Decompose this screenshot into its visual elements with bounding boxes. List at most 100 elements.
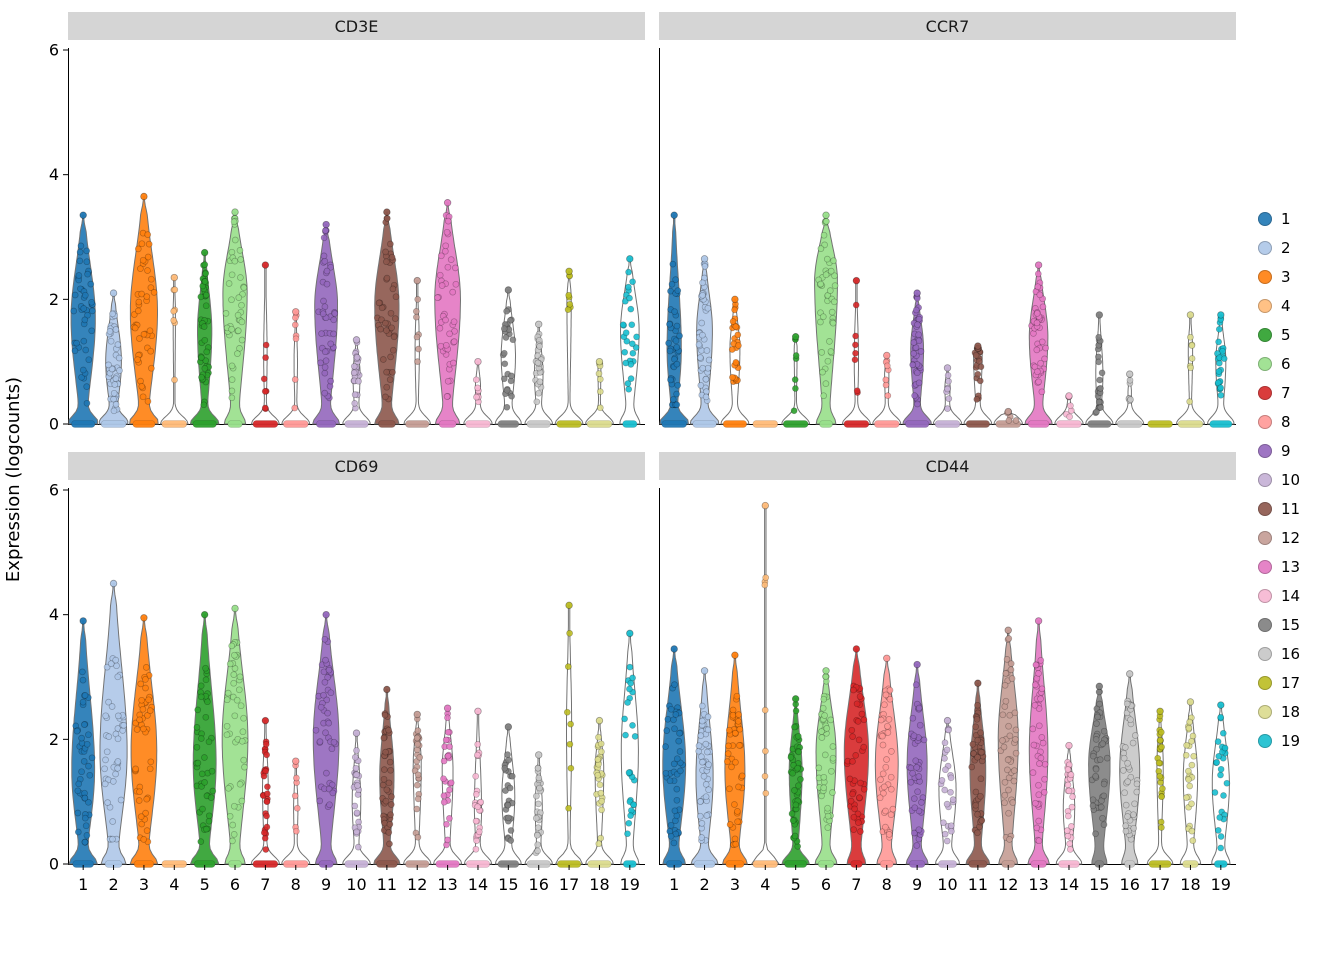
legend-dot-icon: [1258, 734, 1272, 748]
legend-item-7: 7: [1258, 383, 1300, 403]
legend-item-14: 14: [1258, 586, 1300, 606]
x-tick-label-cluster-15: 15: [498, 875, 518, 894]
legend-label: 8: [1281, 413, 1291, 431]
x-tick-label-cluster-10: 10: [346, 875, 366, 894]
legend-dot-icon: [1258, 386, 1272, 400]
x-tick-label-cluster-18: 18: [1180, 875, 1200, 894]
legend-label: 11: [1281, 500, 1301, 518]
panel-strip-cd69: CD69: [68, 452, 645, 480]
zero-bar-cluster-12: [405, 420, 430, 428]
legend-item-1: 1: [1258, 209, 1300, 229]
legend-item-8: 8: [1258, 412, 1300, 432]
zero-bar-cluster-8: [873, 420, 900, 428]
legend-item-18: 18: [1258, 702, 1300, 722]
legend-dot-icon: [1258, 560, 1272, 574]
legend-label: 6: [1281, 355, 1291, 373]
x-tick-label-cluster-8: 8: [882, 875, 892, 894]
x-tick-label-cluster-17: 17: [559, 875, 579, 894]
x-tick-label-cluster-15: 15: [1089, 875, 1109, 894]
x-tick-label-cluster-14: 14: [1059, 875, 1079, 894]
x-tick-label-cluster-10: 10: [937, 875, 957, 894]
x-tick-label-cluster-19: 19: [620, 875, 640, 894]
zero-bar-cluster-3: [722, 420, 748, 428]
legend-dot-icon: [1258, 328, 1272, 342]
zero-bar-cluster-17: [1147, 420, 1173, 428]
x-tick-label-cluster-1: 1: [78, 875, 88, 894]
y-tick-label: 4: [49, 605, 59, 624]
zero-bar-cluster-7: [252, 420, 279, 428]
x-tick-label-cluster-4: 4: [760, 875, 770, 894]
y-tick-label: 0: [49, 855, 59, 874]
legend-label: 17: [1281, 674, 1301, 692]
panel-strip-cd44: CD44: [659, 452, 1236, 480]
legend-dot-icon: [1258, 415, 1272, 429]
violin-cluster-4: [159, 277, 189, 425]
panel-strip-ccr7: CCR7: [659, 12, 1236, 40]
zero-bar-cluster-15: [497, 420, 520, 428]
violin-cluster-4: [750, 505, 780, 865]
zero-bar-cluster-1: [661, 420, 687, 428]
zero-bar-cluster-3: [132, 420, 156, 428]
x-tick-label-cluster-3: 3: [139, 875, 149, 894]
zero-bar-cluster-2: [692, 420, 717, 428]
legend-item-4: 4: [1258, 296, 1300, 316]
legend-label: 9: [1281, 442, 1291, 460]
panel-plot-cd44: 1 2 3 4 5 6 7 8 9 10 11 12 13 14 15 16 17 18 19: [659, 488, 1236, 894]
legend-label: 3: [1281, 268, 1291, 286]
legend-label: 7: [1281, 384, 1291, 402]
zero-bar-cluster-6: [227, 420, 243, 428]
legend-label: 18: [1281, 703, 1301, 721]
zero-bar-cluster-13: [1027, 420, 1050, 428]
legend-item-2: 2: [1258, 238, 1300, 258]
y-tick-label: 2: [49, 290, 59, 309]
zero-bar-cluster-11: [965, 420, 990, 428]
panel-title-cd3e: CD3E: [334, 16, 379, 36]
zero-bar-cluster-7: [843, 420, 870, 428]
zero-bar-cluster-6: [819, 420, 833, 428]
zero-bar-cluster-4: [161, 420, 188, 428]
legend-dot-icon: [1258, 444, 1272, 458]
x-tick-label-cluster-12: 12: [998, 875, 1018, 894]
legend-label: 16: [1281, 645, 1301, 663]
x-tick-label-cluster-7: 7: [851, 875, 861, 894]
zero-bar-cluster-4: [752, 420, 779, 428]
x-tick-label-cluster-11: 11: [377, 875, 397, 894]
x-tick-label-cluster-4: 4: [169, 875, 179, 894]
x-tick-label-cluster-16: 16: [1120, 875, 1140, 894]
legend-item-11: 11: [1258, 499, 1300, 519]
zero-bar-cluster-16: [1116, 420, 1143, 428]
violin-cluster-6: [222, 211, 248, 425]
y-tick-label: 2: [49, 730, 59, 749]
legend-label: 5: [1281, 326, 1291, 344]
zero-bar-cluster-5: [192, 420, 217, 428]
zero-bar-cluster-10: [934, 420, 961, 428]
legend-item-19: 19: [1258, 731, 1300, 751]
y-axis-title-text: Expression (logcounts): [2, 377, 24, 583]
legend-dot-icon: [1258, 299, 1272, 313]
legend-item-12: 12: [1258, 528, 1300, 548]
zero-bar-cluster-8: [282, 420, 309, 428]
panel-title-cd44: CD44: [925, 456, 970, 476]
x-tick-label-cluster-7: 7: [260, 875, 270, 894]
panel-plot-ccr7: [659, 48, 1236, 428]
x-tick-label-cluster-11: 11: [968, 875, 988, 894]
y-tick-label: 0: [49, 415, 59, 433]
legend-dot-icon: [1258, 705, 1272, 719]
x-tick-label-cluster-13: 13: [1028, 875, 1048, 894]
legend-item-15: 15: [1258, 615, 1300, 635]
violin-cluster-3: [129, 617, 159, 865]
zero-bar-cluster-14: [465, 420, 491, 428]
legend-label: 1: [1281, 210, 1291, 228]
legend-dot-icon: [1258, 502, 1272, 516]
panel-strip-cd3e: CD3E: [68, 12, 645, 40]
legend-item-6: 6: [1258, 354, 1300, 374]
violin-cluster-17: [554, 604, 584, 865]
zero-bar-cluster-17: [556, 420, 582, 428]
x-tick-label-cluster-19: 19: [1211, 875, 1231, 894]
legend-dot-icon: [1258, 473, 1272, 487]
x-tick-label-cluster-9: 9: [912, 875, 922, 894]
zero-bar-cluster-2: [100, 420, 127, 428]
legend-dot-icon: [1258, 212, 1272, 226]
panel-plot-cd3e: 0 2 4 6: [49, 41, 645, 433]
legend-item-9: 9: [1258, 441, 1300, 461]
